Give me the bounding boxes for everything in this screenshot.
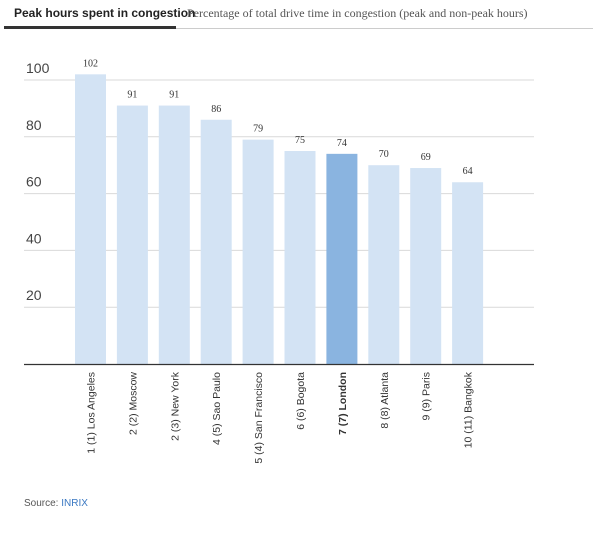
bar-value-label: 91 <box>169 90 179 101</box>
x-category-label: 10 (11) Bangkok <box>463 371 475 448</box>
source-prefix: Source: <box>24 498 59 509</box>
bar[interactable] <box>368 165 400 364</box>
source-link[interactable]: INRIX <box>61 498 88 509</box>
bar-value-label: 102 <box>83 58 98 69</box>
y-tick-label: 80 <box>26 117 42 133</box>
x-category-label: 1 (1) Los Angeles <box>86 372 98 454</box>
x-category-label: 6 (6) Bogota <box>295 372 307 430</box>
bar[interactable] <box>410 168 442 364</box>
x-category-label: 2 (2) Moscow <box>127 372 139 435</box>
bar-value-label: 79 <box>253 124 263 135</box>
x-category-label: 4 (5) Sao Paulo <box>211 372 223 445</box>
y-tick-label: 100 <box>26 60 50 76</box>
bar-value-label: 70 <box>379 149 389 160</box>
bar-value-label: 64 <box>463 166 473 177</box>
x-category-label: 9 (9) Paris <box>421 372 433 420</box>
bar-value-label: 69 <box>421 152 431 163</box>
tab-percentage-drive-time[interactable]: Percentage of total drive time in conges… <box>187 6 528 20</box>
bar-value-label: 91 <box>127 90 137 101</box>
bar[interactable] <box>242 139 274 364</box>
bar[interactable] <box>452 182 484 364</box>
bar[interactable] <box>200 119 232 364</box>
bar-value-label: 75 <box>295 135 305 146</box>
tab-peak-hours[interactable]: Peak hours spent in congestion <box>14 6 196 20</box>
tabs-divider <box>176 28 593 29</box>
y-tick-label: 20 <box>26 287 42 303</box>
bar[interactable] <box>158 105 190 364</box>
x-category-label: 8 (8) Atlanta <box>379 372 391 429</box>
y-tick-label: 60 <box>26 174 42 190</box>
bar-value-label: 86 <box>211 104 221 115</box>
bar[interactable] <box>326 153 358 364</box>
bar[interactable] <box>284 151 316 364</box>
chart-tabs: Peak hours spent in congestion Percentag… <box>0 0 597 30</box>
bar[interactable] <box>75 74 106 364</box>
bar-value-label: 74 <box>337 138 347 149</box>
y-tick-label: 40 <box>26 230 42 246</box>
x-category-label: 7 (7) London <box>337 372 349 435</box>
x-category-label: 5 (4) San Francisco <box>253 372 265 464</box>
source-note: Source: INRIX <box>24 498 88 509</box>
bar[interactable] <box>116 105 148 364</box>
active-tab-indicator <box>4 26 176 29</box>
x-category-label: 2 (3) New York <box>169 371 181 441</box>
